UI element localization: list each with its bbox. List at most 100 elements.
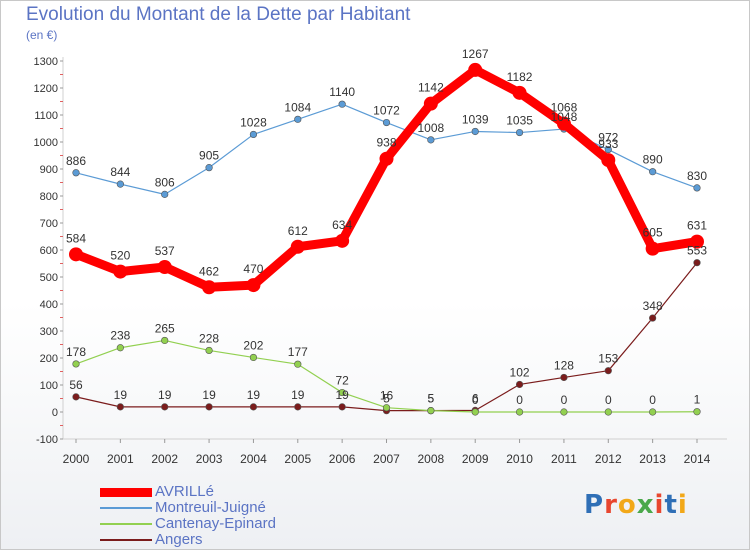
data-label-montreuil-juign: 1035 (506, 114, 533, 128)
y-tick-label: 100 (40, 380, 58, 392)
data-label-avrill: 938 (376, 136, 396, 150)
data-point-cantenay-epinard (116, 344, 124, 352)
y-tick-label: 200 (40, 353, 58, 365)
data-label-avrill: 605 (643, 226, 663, 240)
data-point-avrill (290, 239, 305, 254)
data-label-montreuil-juign: 972 (598, 131, 618, 145)
data-point-avrill (556, 116, 571, 131)
data-point-angers (515, 380, 524, 389)
y-tick-label: 1100 (34, 110, 58, 122)
legend-label-avrille: AVRILLé (155, 483, 214, 500)
data-label-cantenay-epinard: 5 (428, 392, 435, 406)
y-tick-label: 500 (40, 272, 58, 284)
y-tick-label: 900 (40, 164, 58, 176)
data-point-cantenay-epinard (161, 336, 169, 345)
data-point-cantenay-epinard (471, 408, 479, 416)
data-point-montreuil-juign (249, 130, 258, 139)
y-tick-label: 600 (40, 245, 58, 257)
data-label-cantenay-epinard: 177 (288, 345, 308, 359)
y-tick-label: 0 (52, 407, 58, 419)
legend-swatch-montreuil (100, 507, 152, 509)
data-label-cantenay-epinard: 0 (516, 393, 523, 407)
x-tick-label: 2008 (418, 452, 445, 466)
data-label-avrill: 1182 (507, 70, 533, 84)
data-point-angers (649, 314, 657, 322)
data-point-avrill (423, 96, 438, 111)
data-label-angers: 128 (554, 358, 574, 372)
data-point-montreuil-juign (515, 128, 524, 137)
data-label-avrill: 462 (199, 264, 219, 278)
data-point-angers (604, 367, 612, 375)
data-label-avrill: 631 (687, 219, 707, 233)
data-label-angers: 19 (114, 388, 128, 402)
data-point-cantenay-epinard (560, 408, 568, 416)
data-label-avrill: 612 (288, 224, 308, 238)
data-point-cantenay-epinard (294, 360, 302, 368)
data-label-montreuil-juign: 1084 (284, 100, 311, 114)
data-point-angers (72, 393, 80, 401)
data-label-montreuil-juign: 905 (199, 149, 219, 163)
data-label-cantenay-epinard: 238 (110, 329, 130, 343)
data-point-avrill (379, 151, 394, 166)
data-point-angers (338, 403, 346, 411)
data-label-angers: 19 (335, 388, 349, 402)
data-point-avrill (246, 278, 261, 293)
data-point-montreuil-juign (382, 118, 391, 127)
data-point-cantenay-epinard (427, 407, 435, 415)
data-label-angers: 19 (158, 388, 172, 402)
data-point-cantenay-epinard (249, 353, 258, 362)
data-point-angers (161, 403, 169, 411)
data-point-cantenay-epinard (205, 346, 213, 355)
data-label-cantenay-epinard: 202 (243, 338, 263, 352)
data-point-avrill (69, 247, 83, 262)
data-point-montreuil-juign (294, 115, 302, 123)
data-label-angers: 348 (643, 299, 663, 313)
data-point-montreuil-juign (427, 136, 435, 144)
x-tick-label: 2005 (284, 452, 311, 466)
data-point-montreuil-juign (693, 184, 701, 192)
y-tick-label: 1000 (34, 137, 58, 149)
data-point-avrill (113, 264, 128, 279)
x-tick-label: 2011 (551, 452, 577, 466)
y-tick-label: -100 (36, 434, 58, 446)
data-label-avrill: 1267 (462, 47, 489, 61)
data-label-avrill: 584 (66, 231, 86, 245)
data-point-cantenay-epinard (338, 388, 346, 397)
data-point-avrill (645, 241, 660, 256)
data-label-cantenay-epinard: 0 (472, 393, 479, 407)
data-point-cantenay-epinard (649, 408, 657, 416)
y-tick-label: 700 (40, 218, 58, 230)
proxiti-logo: Proxiti (584, 490, 688, 520)
x-tick-label: 2012 (595, 452, 622, 466)
data-point-cantenay-epinard (693, 408, 701, 416)
y-tick-label: 1300 (34, 56, 58, 68)
data-point-cantenay-epinard (515, 408, 524, 416)
data-point-angers (205, 403, 213, 411)
x-tick-label: 2013 (639, 452, 666, 466)
data-point-angers (693, 259, 701, 267)
data-point-angers (560, 373, 568, 382)
data-label-avrill: 537 (155, 244, 175, 258)
data-label-angers: 553 (687, 244, 707, 258)
data-label-montreuil-juign: 886 (66, 154, 86, 168)
legend-label-angers: Angers (155, 531, 203, 548)
data-point-avrill (202, 280, 217, 295)
data-point-cantenay-epinard (382, 404, 391, 412)
data-label-cantenay-epinard: 0 (605, 393, 612, 407)
data-label-montreuil-juign: 806 (155, 175, 175, 189)
data-point-avrill (468, 62, 483, 77)
legend-swatch-angers (100, 539, 152, 541)
data-label-cantenay-epinard: 0 (649, 393, 656, 407)
y-tick-label: 400 (40, 299, 58, 311)
data-point-montreuil-juign (116, 180, 124, 188)
data-label-angers: 6 (472, 391, 479, 405)
x-tick-label: 2007 (373, 452, 400, 466)
chart-subtitle: (en €) (26, 28, 58, 42)
data-label-montreuil-juign: 1028 (240, 115, 267, 129)
x-tick-label: 2009 (462, 452, 489, 466)
data-label-cantenay-epinard: 178 (66, 345, 86, 359)
legend-label-montreuil: Montreuil-Juigné (155, 499, 266, 516)
x-tick-label: 2001 (107, 452, 134, 466)
data-point-avrill (335, 233, 350, 248)
